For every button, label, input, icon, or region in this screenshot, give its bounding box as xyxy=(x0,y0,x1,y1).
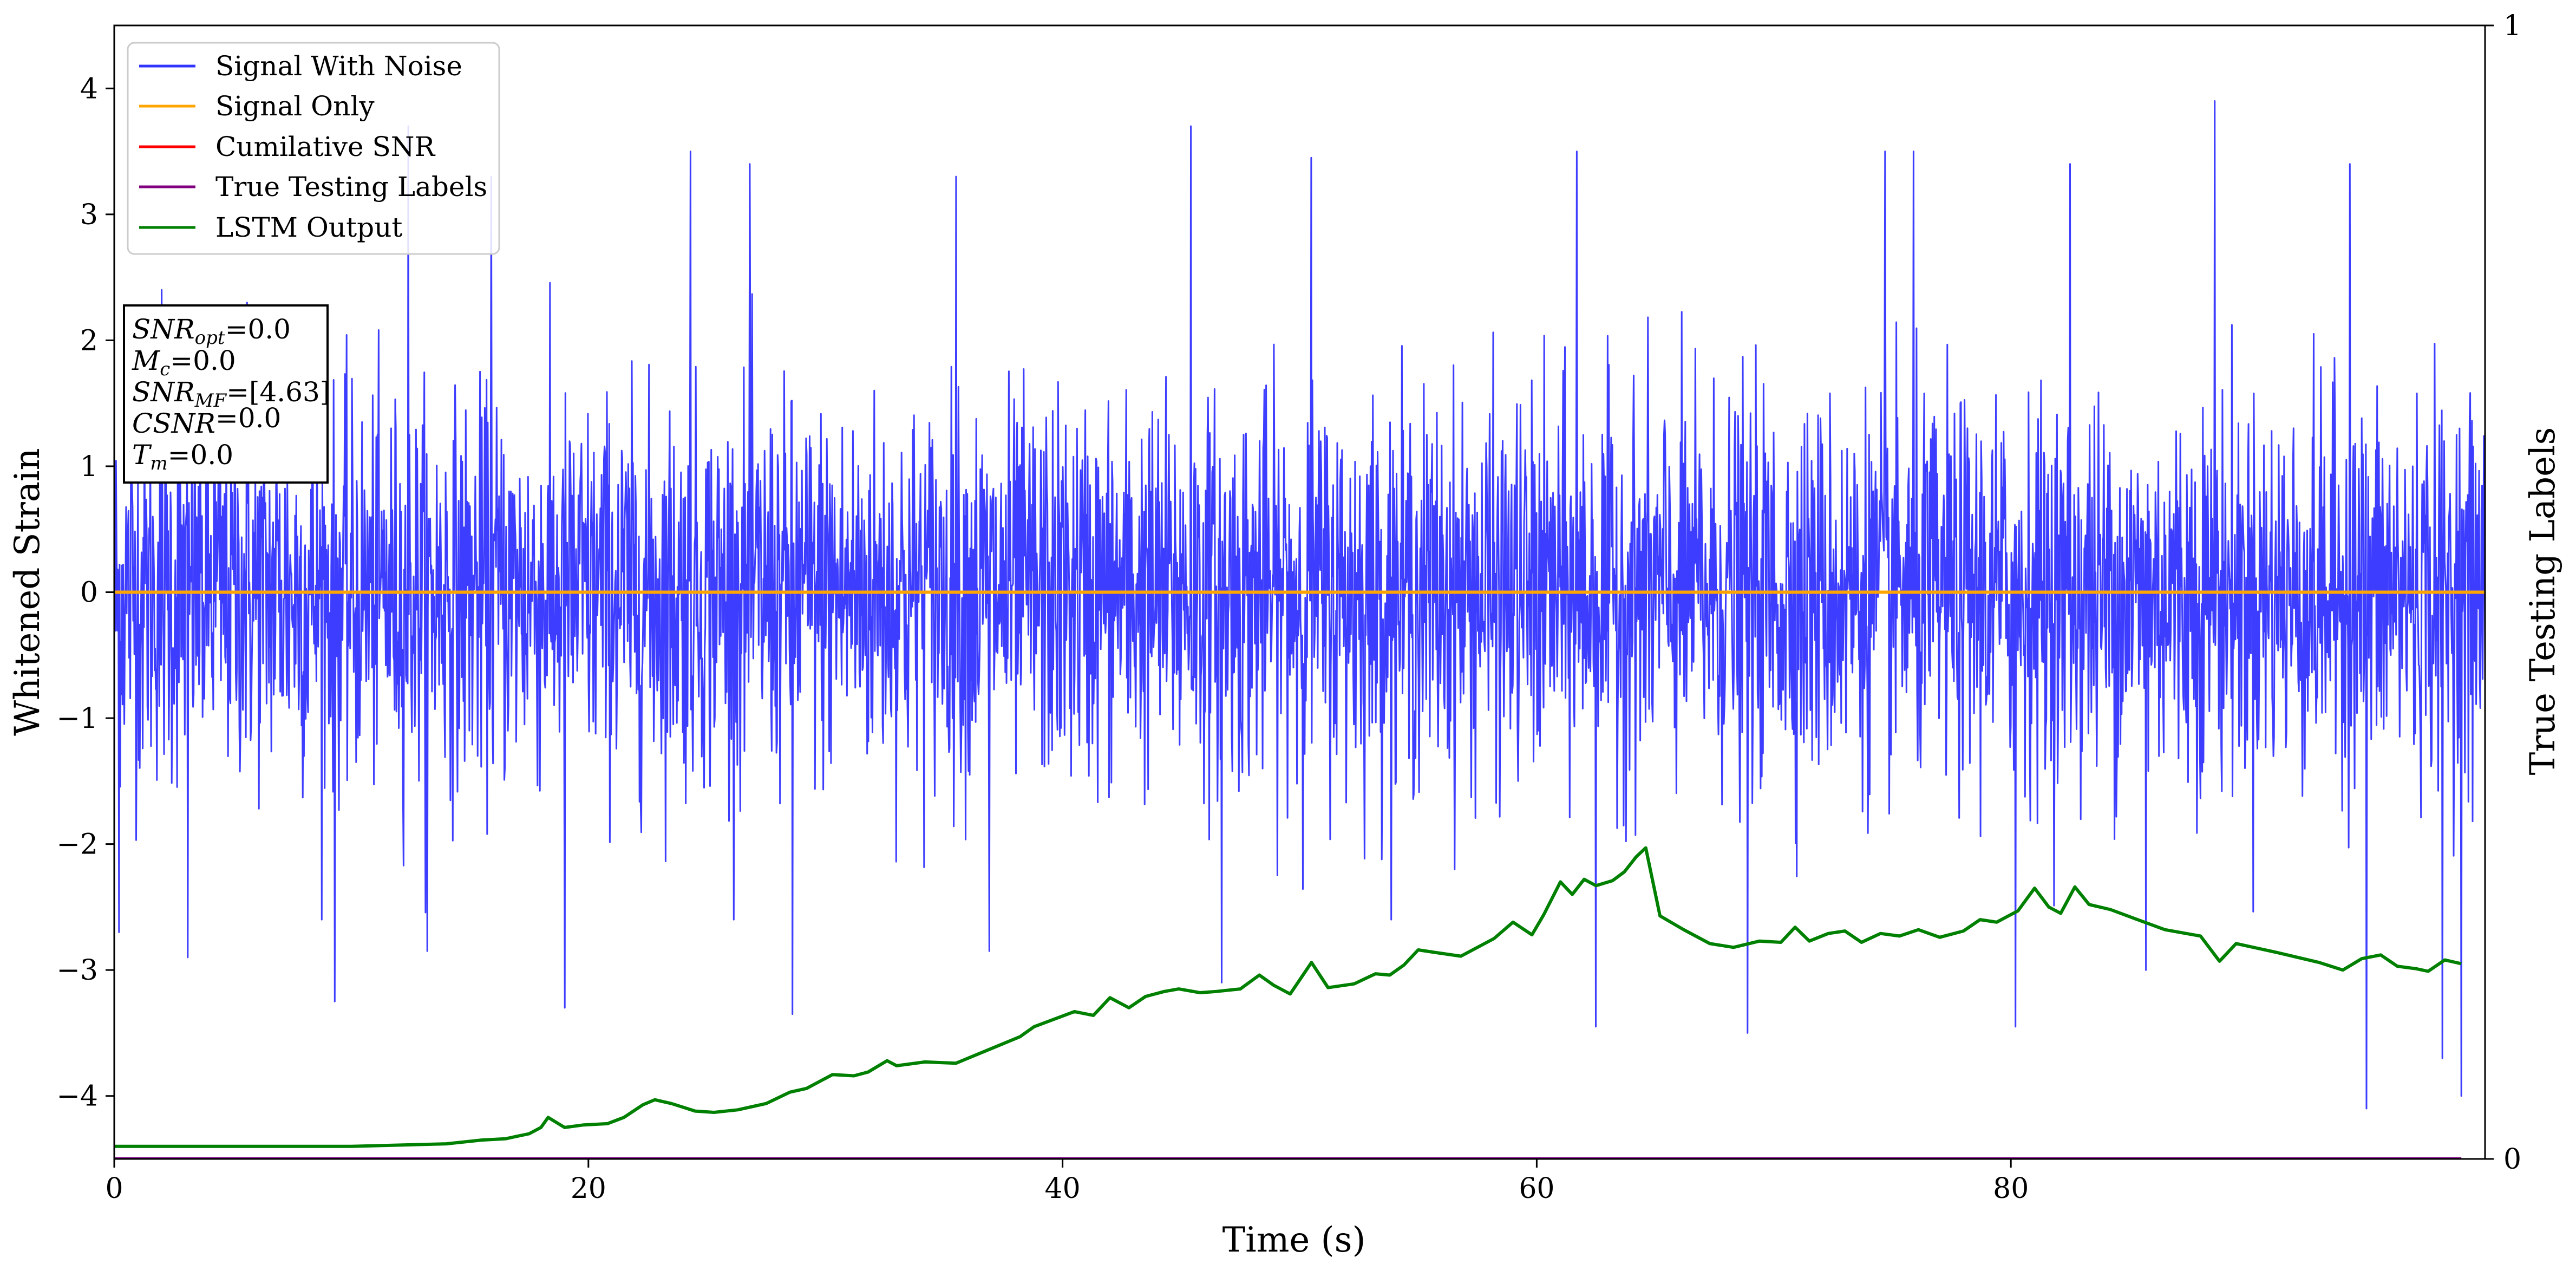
info-tm: Tm=0.0 xyxy=(132,439,233,474)
y-tick-label: 0 xyxy=(80,577,98,609)
legend-label: Cumilative SNR xyxy=(215,131,435,162)
x-tick-label: 80 xyxy=(1993,1172,2029,1205)
x-axis: 0 20 40 60 80 xyxy=(105,1159,2029,1205)
legend-item-true-testing-labels: True Testing Labels xyxy=(139,171,487,203)
x-tick-label: 20 xyxy=(571,1172,606,1205)
series-signal-with-noise xyxy=(114,100,2485,1110)
y-tick-label: −4 xyxy=(56,1080,98,1113)
y-tick-label: 1 xyxy=(80,451,98,483)
y-tick-label: 3 xyxy=(80,199,98,231)
info-box: SNRopt=0.0 Mc=0.0 SNRMF=[4.63] CSNR=0.0 … xyxy=(123,304,330,484)
y-tick-label: −1 xyxy=(56,702,98,735)
y-axis-label: Whitened Strain xyxy=(8,448,48,735)
x-tick-label: 0 xyxy=(105,1172,123,1205)
legend-label: Signal Only xyxy=(215,90,375,122)
legend-label: LSTM Output xyxy=(215,212,402,243)
legend-label: Signal With Noise xyxy=(215,50,462,82)
info-snr-mf: SNRMF=[4.63] xyxy=(132,376,330,412)
y-tick-label: 2 xyxy=(80,324,98,357)
y-tick-label: −2 xyxy=(56,829,98,861)
y-axis-left: −4 −3 −2 −1 0 1 2 3 4 xyxy=(56,73,114,1113)
legend-item-signal-with-noise: Signal With Noise xyxy=(139,50,462,82)
legend-item-cumilative-snr: Cumilative SNR xyxy=(139,131,435,162)
legend-label: True Testing Labels xyxy=(215,171,487,203)
legend-box xyxy=(127,42,500,255)
series-layer xyxy=(114,100,2485,1159)
info-csnr: CSNR=0.0 xyxy=(132,402,281,439)
y-axis-right-label: True Testing Labels xyxy=(2523,427,2563,776)
info-box-frame xyxy=(123,304,329,484)
info-snr-opt: SNRopt=0.0 xyxy=(132,314,291,349)
legend-item-lstm-output: LSTM Output xyxy=(139,212,402,243)
y-right-tick-label: 1 xyxy=(2503,10,2521,42)
x-tick-label: 40 xyxy=(1045,1172,1081,1205)
series-lstm-output xyxy=(114,846,2462,1148)
y-tick-label: 4 xyxy=(80,73,98,105)
legend-item-signal-only: Signal Only xyxy=(139,90,375,122)
legend: Signal With Noise Signal Only Cumilative… xyxy=(127,42,500,255)
info-mc: Mc=0.0 xyxy=(132,345,236,380)
y-axis-right: 01 xyxy=(2485,10,2521,1176)
x-axis-label: Time (s) xyxy=(1222,1220,1366,1260)
x-tick-label: 60 xyxy=(1519,1172,1554,1205)
y-right-tick-label: 0 xyxy=(2503,1143,2521,1176)
y-tick-label: −3 xyxy=(56,954,98,987)
